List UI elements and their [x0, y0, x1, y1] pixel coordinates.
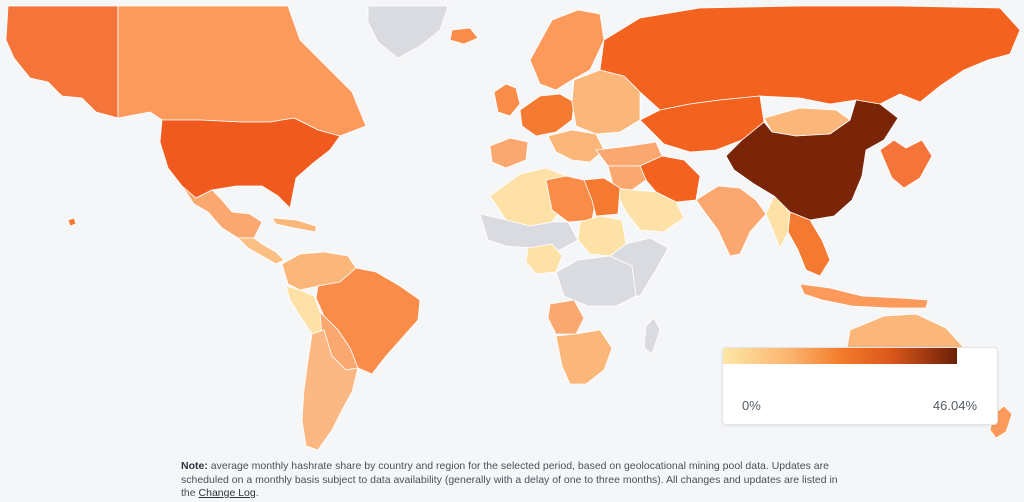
methodology-note: Note: average monthly hashrate share by … [181, 460, 841, 501]
note-text: average monthly hashrate share by countr… [181, 460, 838, 499]
country-argentina-chile[interactable] [301, 329, 359, 451]
country-egypt[interactable] [583, 177, 621, 217]
country-southeast-asia[interactable] [787, 211, 831, 277]
legend-color-scale [723, 348, 957, 364]
country-mexico[interactable] [181, 185, 263, 239]
country-scandinavia[interactable] [529, 9, 605, 91]
legend-max-label: 46.04% [932, 398, 977, 413]
country-canada[interactable] [117, 5, 367, 137]
country-iberia[interactable] [489, 137, 529, 169]
country-alaska[interactable] [5, 5, 119, 119]
country-sahel-west-africa [479, 213, 579, 251]
country-myanmar[interactable] [765, 195, 791, 249]
country-russia[interactable] [599, 5, 1021, 111]
country-indonesia[interactable] [799, 283, 929, 309]
hashrate-world-map[interactable]: 0% 46.04% [0, 0, 1024, 458]
map-legend: 0% 46.04% [722, 347, 998, 425]
country-central-america[interactable] [237, 237, 285, 265]
country-iceland[interactable] [449, 27, 479, 45]
country-japan-korea[interactable] [879, 139, 933, 189]
country-central-africa [555, 255, 637, 307]
country-saudi-arabia[interactable] [613, 187, 685, 233]
country-india[interactable] [695, 185, 767, 257]
country-east-africa [609, 237, 669, 297]
country-hawaii[interactable] [67, 217, 77, 227]
country-greenland [367, 5, 449, 59]
country-angola[interactable] [547, 299, 585, 335]
change-log-link[interactable]: Change Log [198, 487, 256, 499]
country-italy-balkans[interactable] [547, 129, 605, 163]
country-caribbean[interactable] [271, 217, 317, 233]
country-china[interactable] [725, 99, 899, 221]
country-usa[interactable] [159, 117, 341, 209]
country-western-europe[interactable] [519, 93, 575, 137]
note-end: . [255, 487, 259, 499]
legend-min-label: 0% [742, 398, 761, 413]
country-uk-ireland[interactable] [493, 83, 521, 117]
country-madagascar [643, 317, 661, 355]
note-label: Note: [181, 460, 208, 472]
country-southern-africa[interactable] [555, 329, 613, 385]
